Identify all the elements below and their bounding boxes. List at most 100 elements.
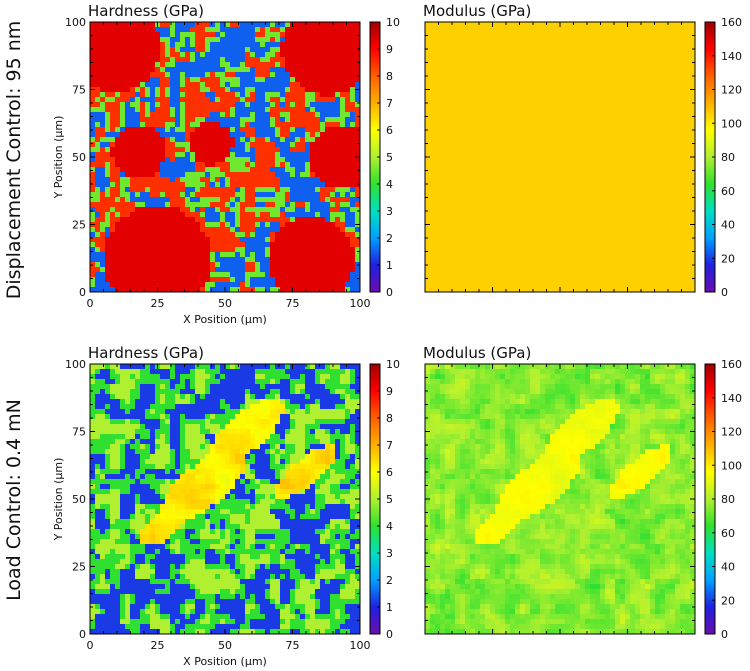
heatmap-cell	[620, 42, 626, 48]
heatmap-cell	[275, 82, 281, 88]
heatmap-cell	[680, 42, 686, 48]
heatmap-cell	[585, 127, 591, 133]
heatmap-cell	[565, 97, 571, 103]
heatmap-cell	[355, 47, 361, 53]
heatmap-cell	[110, 187, 116, 193]
heatmap-cell	[470, 62, 476, 68]
heatmap-cell	[335, 197, 341, 203]
heatmap-cell	[105, 252, 111, 258]
heatmap-cell	[320, 217, 326, 223]
heatmap-cell	[235, 87, 241, 93]
heatmap-cell	[135, 62, 141, 68]
heatmap-cell	[315, 262, 321, 268]
heatmap-cell	[265, 87, 271, 93]
heatmap-cell	[260, 22, 266, 28]
heatmap-cell	[140, 122, 146, 128]
heatmap-cell	[555, 92, 561, 98]
heatmap-cell	[220, 117, 226, 123]
heatmap-cell	[465, 142, 471, 148]
heatmap-cell	[450, 92, 456, 98]
heatmap-cell	[480, 182, 486, 188]
heatmap-cell	[650, 82, 656, 88]
heatmap-cell	[465, 132, 471, 138]
heatmap-cell	[350, 257, 356, 263]
heatmap-cell	[160, 47, 166, 53]
heatmap-cell	[290, 177, 296, 183]
heatmap-cell	[190, 157, 196, 163]
heatmap-cell	[565, 57, 571, 63]
heatmap-cell	[150, 197, 156, 203]
heatmap-cell	[200, 27, 206, 33]
heatmap-cell	[175, 127, 181, 133]
heatmap-cell	[305, 177, 311, 183]
heatmap-cell	[435, 87, 441, 93]
heatmap-cell	[320, 212, 326, 218]
heatmap-cell	[600, 147, 606, 153]
heatmap-cell	[245, 192, 251, 198]
heatmap-cell	[480, 72, 486, 78]
heatmap-cell	[195, 107, 201, 113]
heatmap-cell	[120, 197, 126, 203]
heatmap-cell	[560, 37, 566, 43]
heatmap-cell	[135, 227, 141, 233]
heatmap-cell	[290, 142, 296, 148]
heatmap-cell	[105, 157, 111, 163]
heatmap-cell	[125, 212, 131, 218]
heatmap-cell	[175, 177, 181, 183]
heatmap-cell	[455, 177, 461, 183]
heatmap-cell	[665, 92, 671, 98]
heatmap-cell	[335, 252, 341, 258]
heatmap-cell	[455, 127, 461, 133]
heatmap-cell	[190, 202, 196, 208]
heatmap-cell	[265, 192, 271, 198]
heatmap-cell	[430, 37, 436, 43]
heatmap-cell	[620, 52, 626, 58]
heatmap-cell	[480, 57, 486, 63]
heatmap-cell	[625, 132, 631, 138]
heatmap-cell	[160, 112, 166, 118]
heatmap-cell	[570, 27, 576, 33]
heatmap-cell	[135, 102, 141, 108]
heatmap-cell	[540, 182, 546, 188]
heatmap-cell	[640, 47, 646, 53]
heatmap-cell	[655, 52, 661, 58]
heatmap-cell	[340, 92, 346, 98]
heatmap-cell	[535, 47, 541, 53]
heatmap-cell	[340, 132, 346, 138]
heatmap-cell	[330, 227, 336, 233]
heatmap-cell	[180, 217, 186, 223]
heatmap-cell	[270, 167, 276, 173]
heatmap-cell	[355, 272, 361, 278]
heatmap-cell	[270, 137, 276, 143]
heatmap-cell	[155, 267, 161, 273]
heatmap-cell	[315, 127, 321, 133]
heatmap-cell	[440, 167, 446, 173]
heatmap-cell	[625, 82, 631, 88]
heatmap-cell	[345, 77, 351, 83]
heatmap-cell	[100, 152, 106, 158]
heatmap-cell	[295, 267, 301, 273]
heatmap-cell	[310, 47, 316, 53]
heatmap-cell	[350, 42, 356, 48]
heatmap-cell	[595, 37, 601, 43]
heatmap-cell	[495, 27, 501, 33]
heatmap-cell	[270, 287, 276, 293]
heatmap-cell	[605, 107, 611, 113]
heatmap-cell	[105, 222, 111, 228]
heatmap-cell	[245, 282, 251, 288]
heatmap-cell	[605, 182, 611, 188]
heatmap-cell	[630, 167, 636, 173]
heatmap-cell	[265, 197, 271, 203]
heatmap-cell	[605, 162, 611, 168]
heatmap-cell	[225, 112, 231, 118]
heatmap-cell	[625, 77, 631, 83]
heatmap-cell	[345, 167, 351, 173]
heatmap-cell	[160, 122, 166, 128]
heatmap-cell	[335, 152, 341, 158]
heatmap-cell	[195, 137, 201, 143]
heatmap-cell	[200, 82, 206, 88]
heatmap-cell	[255, 202, 261, 208]
heatmap-cell	[355, 62, 361, 68]
heatmap-cell	[135, 97, 141, 103]
heatmap-cell	[325, 282, 331, 288]
